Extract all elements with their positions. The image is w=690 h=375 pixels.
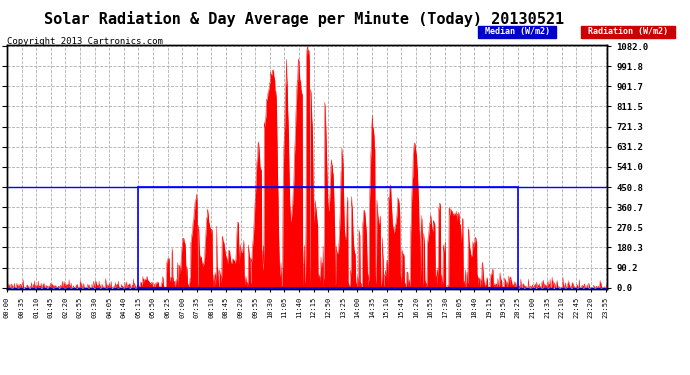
Text: Copyright 2013 Cartronics.com: Copyright 2013 Cartronics.com (7, 38, 163, 46)
Bar (138, 187, 518, 288)
Text: Median (W/m2): Median (W/m2) (480, 27, 555, 36)
Text: Radiation (W/m2): Radiation (W/m2) (583, 27, 673, 36)
Text: Solar Radiation & Day Average per Minute (Today) 20130521: Solar Radiation & Day Average per Minute… (43, 11, 564, 27)
